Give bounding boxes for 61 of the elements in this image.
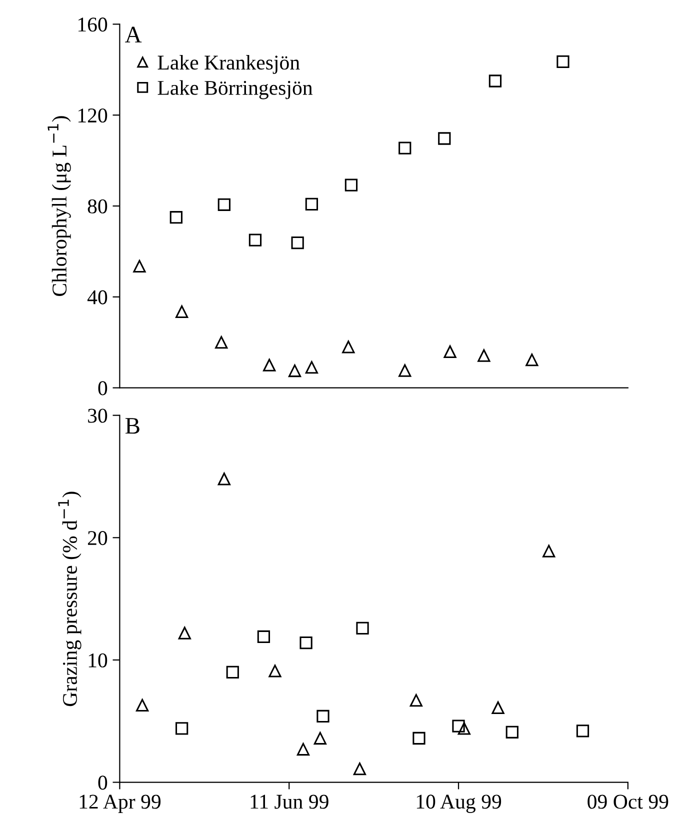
- legend-label: Lake Börringesjön: [158, 80, 313, 100]
- y-tick-label: 30: [88, 408, 108, 423]
- point: [488, 74, 502, 88]
- y-tick-label: 160: [78, 18, 108, 32]
- point: [342, 340, 355, 354]
- annotation: B: [125, 418, 140, 434]
- point: [353, 762, 366, 776]
- point: [576, 724, 590, 738]
- point: [492, 701, 504, 714]
- point: [506, 726, 518, 738]
- point: [305, 361, 318, 374]
- y-tick-label: 0: [98, 381, 108, 396]
- point: [542, 544, 556, 558]
- point: [296, 742, 310, 756]
- y-tick-label: 20: [88, 531, 108, 546]
- y-axis-title: Chlorophyll (μg L$^{−1}$): [48, 116, 71, 296]
- point: [356, 622, 369, 634]
- point: [556, 55, 570, 68]
- point: [410, 694, 422, 707]
- point: [314, 732, 326, 745]
- point: [344, 178, 358, 192]
- point: [215, 336, 228, 349]
- point: [170, 211, 182, 224]
- y-tick-label: 40: [87, 290, 108, 304]
- point: [478, 349, 490, 362]
- point: [526, 354, 538, 366]
- point: [305, 198, 318, 210]
- legend-label: Lake Krankesjön: [158, 54, 300, 74]
- point: [300, 636, 312, 650]
- point: [136, 698, 149, 712]
- point: [218, 472, 230, 486]
- y-axis-title: Grazing pressure (% d$^{−1}$): [58, 492, 82, 706]
- point: [263, 358, 276, 372]
- point: [452, 720, 465, 732]
- point: [175, 722, 188, 735]
- y-tick-label: 10: [88, 653, 108, 668]
- y-tick-label: 0: [98, 776, 108, 790]
- point: [458, 722, 470, 735]
- point: [218, 198, 230, 211]
- point: [248, 234, 262, 246]
- point: [444, 345, 456, 358]
- point: [438, 132, 451, 145]
- point: [175, 305, 188, 318]
- point: [398, 142, 412, 154]
- point: [268, 664, 282, 678]
- annotation: A: [125, 26, 142, 42]
- point: [226, 666, 239, 679]
- point: [133, 260, 146, 273]
- point: [178, 626, 191, 640]
- point: [291, 236, 304, 250]
- point: [257, 630, 270, 644]
- point: [412, 732, 426, 745]
- x-tick-label: 10 Aug 99: [416, 794, 502, 813]
- x-tick-label: 12 Apr 99: [80, 794, 161, 813]
- point: [288, 364, 302, 378]
- y-tick-label: 80: [88, 199, 108, 214]
- point: [398, 364, 412, 377]
- point: [316, 710, 330, 723]
- x-tick-label: 09 Oct 99: [588, 794, 668, 809]
- y-tick-label: 120: [78, 108, 108, 123]
- x-tick-label: 11 Jun 99: [250, 794, 328, 809]
